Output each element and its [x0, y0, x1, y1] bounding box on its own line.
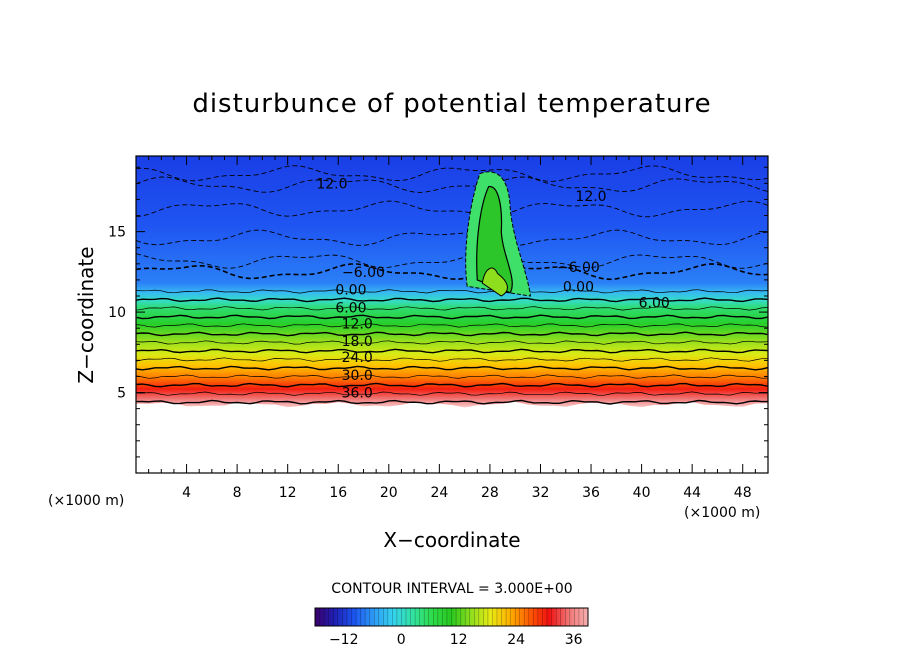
colorbar-tick-label: 0	[397, 632, 406, 648]
x-tick-label: 28	[481, 485, 499, 501]
convective-plume	[465, 171, 531, 297]
plume-core	[481, 267, 508, 297]
y-axis-label: Z−coordinate	[74, 246, 98, 383]
chart-title: disturbunce of potential temperature	[192, 89, 711, 119]
contour-label: 36.0	[342, 386, 373, 402]
contour-line-negative	[136, 229, 768, 246]
contour-label: 0.00	[335, 283, 366, 299]
x-tick-label: 44	[683, 485, 701, 501]
contour-line-negative	[136, 200, 768, 218]
contour-label: 6.00	[335, 300, 366, 316]
x-tick-label: 12	[279, 485, 297, 501]
contour-interval-text: CONTOUR INTERVAL = 3.000E+00	[331, 581, 572, 597]
contour-line	[136, 314, 768, 320]
contour-label: 24.0	[342, 350, 373, 366]
contour-line-negative	[136, 263, 768, 281]
contour-label: 12.0	[342, 316, 373, 332]
y-tick-label: 10	[108, 305, 126, 321]
x-tick-label: 32	[532, 485, 550, 501]
colorbar-tick-label: 36	[565, 632, 583, 648]
contour-line	[136, 323, 768, 328]
contour-line	[136, 331, 768, 337]
contour-line	[136, 382, 768, 388]
colorbar-tick-label: 24	[507, 632, 525, 648]
contour-label: 18.0	[342, 334, 373, 350]
contour-line	[136, 289, 768, 294]
x-tick-label: 40	[633, 485, 651, 501]
x-tick-label: 4	[182, 485, 191, 501]
contour-label: 12.0	[575, 189, 606, 205]
contour-label: −6.00	[342, 265, 385, 281]
contour-line	[136, 391, 768, 396]
contour-label: −6.00	[557, 260, 600, 276]
x-axis-label: X−coordinate	[383, 528, 520, 552]
ground-mask	[136, 401, 768, 473]
contour-label: 12.0	[316, 176, 347, 192]
contour-label: 6.00	[639, 295, 670, 311]
y-tick-label: 15	[108, 225, 126, 241]
x-tick-label: 24	[430, 485, 448, 501]
x-axis-ticks: 4 8 12 16 20 24 28 32 36 40 44 48	[135, 156, 769, 501]
contour-line	[136, 340, 768, 345]
contour-line-negative	[136, 176, 768, 193]
colorbar-tick-label: 12	[450, 632, 468, 648]
contour-line	[136, 374, 768, 379]
x-tick-label: 20	[380, 485, 398, 501]
contour-line	[136, 348, 768, 354]
contour-lines	[136, 165, 768, 405]
contour-line-negative	[136, 252, 768, 269]
contour-line	[136, 357, 768, 362]
x-tick-label: 16	[329, 485, 347, 501]
contour-labels: 12.0−6.000.006.0012.018.024.030.036.012.…	[316, 176, 669, 401]
colorbar-frame	[314, 607, 589, 627]
contour-line	[136, 399, 768, 405]
x-unit-label-left: (×1000 m)	[48, 493, 124, 509]
colorbar-stripes	[319, 608, 584, 626]
x-unit-label-right: (×1000 m)	[684, 505, 760, 521]
contour-line	[136, 297, 768, 303]
plot-area: 12.0−6.000.006.0012.018.024.030.036.012.…	[108, 155, 769, 501]
contour-line-negative	[136, 165, 768, 182]
x-tick-label: 36	[582, 485, 600, 501]
y-axis-ticks: 5 10 15	[108, 166, 768, 458]
contour-label: 0.00	[563, 279, 594, 295]
contour-line	[136, 306, 768, 311]
colorbar: −12 0 12 24 36	[314, 607, 589, 648]
contour-line	[136, 365, 768, 371]
x-tick-label: 48	[734, 485, 752, 501]
colorbar-tick-label: −12	[329, 632, 359, 648]
plume-inner	[476, 185, 513, 294]
colorbar-ticks: −12 0 12 24 36	[329, 632, 583, 648]
x-tick-label: 8	[233, 485, 242, 501]
contour-label: 30.0	[342, 368, 373, 384]
y-tick-label: 5	[117, 386, 126, 402]
